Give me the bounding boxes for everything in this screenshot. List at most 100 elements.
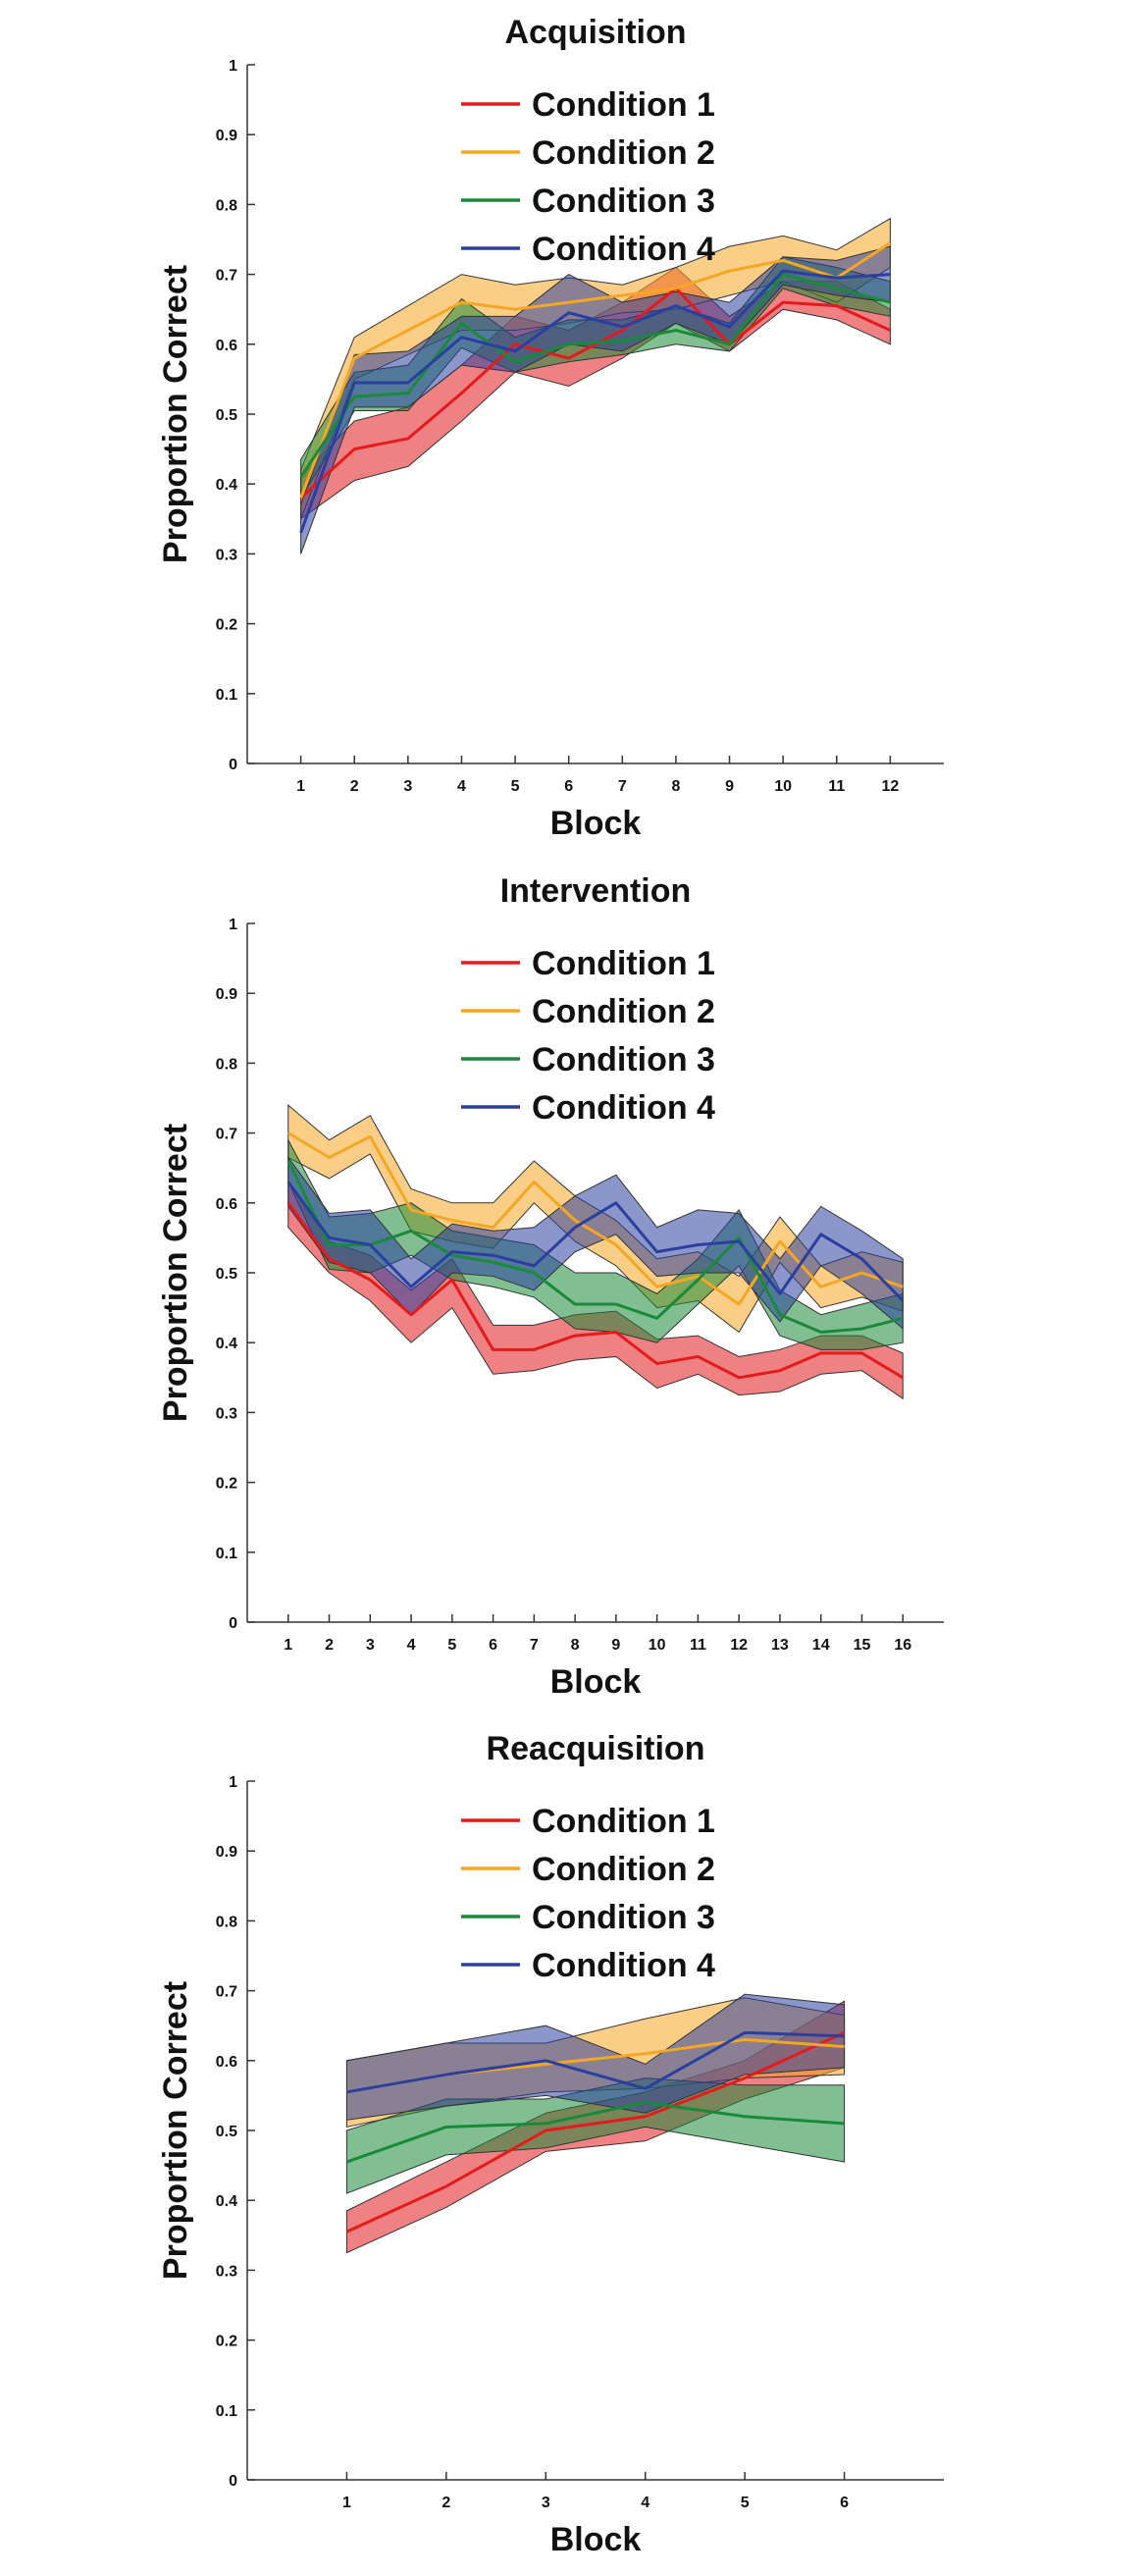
legend-label-condition-2: Condition 2: [532, 134, 715, 172]
legend-label-condition-2: Condition 2: [532, 1851, 715, 1888]
x-axis-label: Block: [550, 2521, 642, 2558]
chart-title: Acquisition: [504, 14, 686, 51]
y-tick-label: 0.2: [216, 617, 237, 634]
y-tick-label: 0.7: [216, 268, 237, 285]
y-tick-label: 1: [229, 1774, 237, 1791]
y-tick-label: 1: [229, 917, 237, 933]
legend-label-condition-3: Condition 3: [532, 1041, 715, 1078]
y-tick-label: 1: [229, 58, 237, 75]
x-tick-label: 9: [611, 1637, 620, 1654]
x-tick-label: 6: [564, 778, 573, 795]
x-tick-label: 6: [489, 1637, 497, 1654]
chart-title: Intervention: [500, 872, 692, 910]
x-axis-label: Block: [550, 1663, 642, 1701]
error-band-condition-4: [287, 1155, 904, 1331]
y-axis-label: Proportion Correct: [157, 1981, 194, 2280]
chart-title: Reacquisition: [487, 1730, 705, 1767]
x-tick-label: 2: [350, 778, 359, 795]
chart-panel-1: Acquisition 0 0.1 0.2 0.3 0.4 0.5 0.6 0.7 0.8 0.9 1…: [157, 14, 944, 842]
legend-label-condition-1: Condition 1: [532, 1803, 715, 1840]
legend-label-condition-2: Condition 2: [532, 993, 715, 1030]
y-axis-label: Proportion Correct: [157, 265, 194, 563]
legend-label-condition-3: Condition 3: [532, 183, 715, 220]
x-tick-label: 12: [881, 778, 899, 795]
x-tick-label: 5: [741, 2495, 750, 2511]
x-tick-label: 11: [690, 1637, 706, 1654]
series-line-condition-2: [299, 241, 892, 499]
x-tick-label: 1: [284, 1637, 292, 1654]
x-tick-label: 16: [894, 1637, 911, 1654]
x-tick-label: 1: [296, 778, 305, 795]
x-tick-label: 8: [571, 1637, 580, 1654]
y-tick-label: 0.4: [216, 2193, 237, 2210]
error-band-condition-3: [345, 2077, 846, 2194]
y-tick-label: 0.9: [216, 986, 237, 1003]
x-tick-label: 8: [671, 778, 680, 795]
x-tick-label: 10: [774, 778, 792, 795]
chart-panel-3: Reacquisition 0 0.1 0.2 0.3 0.4 0.5 0.6 0.7 0.8 0.…: [157, 1730, 944, 2558]
chart-panel-2: Intervention 0 0.1 0.2 0.3 0.4 0.5 0.6 0.7 0.8 0.9…: [157, 872, 944, 1701]
legend-label-condition-4: Condition 4: [532, 1947, 715, 1984]
x-tick-label: 10: [649, 1637, 666, 1654]
x-tick-label: 5: [447, 1637, 456, 1654]
x-tick-label: 13: [771, 1637, 789, 1654]
series-line-condition-4: [299, 269, 891, 534]
x-tick-label: 1: [342, 2495, 351, 2511]
y-tick-label: 0.2: [216, 1476, 237, 1493]
error-band-condition-4: [345, 1993, 846, 2121]
y-tick-label: 0.4: [216, 477, 237, 494]
legend-label-condition-1: Condition 1: [532, 86, 715, 124]
y-tick-label: 0: [229, 2473, 237, 2490]
x-tick-label: 15: [854, 1637, 871, 1654]
legend-label-condition-4: Condition 4: [532, 1089, 715, 1127]
series-line-condition-4: [286, 1181, 905, 1302]
y-tick-label: 0.5: [216, 407, 237, 424]
y-tick-label: 0.1: [216, 2403, 237, 2420]
x-tick-label: 9: [725, 778, 734, 795]
y-tick-label: 0.9: [216, 1844, 237, 1861]
y-tick-label: 0: [229, 1615, 237, 1632]
series-line-condition-3: [286, 1160, 904, 1335]
y-tick-label: 0.3: [216, 1405, 237, 1422]
y-tick-label: 0.9: [216, 128, 237, 144]
y-tick-label: 0.8: [216, 197, 237, 214]
y-tick-label: 0.4: [216, 1336, 237, 1352]
y-tick-label: 0.5: [216, 2124, 237, 2140]
series-line-condition-1: [286, 1201, 905, 1380]
x-tick-label: 2: [442, 2495, 450, 2511]
y-tick-label: 0: [229, 757, 237, 773]
y-tick-label: 0.6: [216, 2054, 237, 2071]
y-tick-label: 0.5: [216, 1266, 237, 1283]
legend-label-condition-4: Condition 4: [532, 231, 715, 268]
x-axis-label: Block: [550, 805, 642, 842]
y-tick-label: 0.7: [216, 1984, 237, 2001]
y-tick-label: 0.8: [216, 1056, 237, 1073]
x-tick-label: 12: [730, 1637, 748, 1654]
y-tick-label: 0.1: [216, 1546, 237, 1562]
x-tick-label: 7: [618, 778, 627, 795]
y-tick-label: 0.8: [216, 1914, 237, 1930]
y-axis-label: Proportion Correct: [157, 1124, 194, 1422]
x-tick-label: 4: [641, 2495, 649, 2511]
y-tick-label: 0.3: [216, 547, 237, 563]
x-tick-label: 4: [457, 778, 466, 795]
x-tick-label: 3: [542, 2495, 550, 2511]
y-tick-label: 0.6: [216, 1196, 237, 1213]
series-line-condition-1: [345, 2030, 846, 2234]
y-tick-label: 0.7: [216, 1127, 237, 1143]
x-tick-label: 2: [325, 1637, 334, 1654]
y-tick-label: 0.6: [216, 338, 237, 354]
series-line-condition-3: [299, 273, 891, 478]
series-line-condition-4: [346, 2030, 845, 2094]
x-tick-label: 4: [407, 1637, 416, 1654]
x-tick-label: 3: [403, 778, 412, 795]
x-tick-label: 6: [840, 2495, 849, 2511]
legend-label-condition-1: Condition 1: [532, 945, 715, 982]
x-tick-label: 3: [366, 1637, 375, 1654]
legend-label-condition-3: Condition 3: [532, 1899, 715, 1936]
x-tick-label: 7: [530, 1637, 539, 1654]
y-tick-label: 0.1: [216, 687, 237, 704]
x-tick-label: 14: [812, 1637, 830, 1654]
